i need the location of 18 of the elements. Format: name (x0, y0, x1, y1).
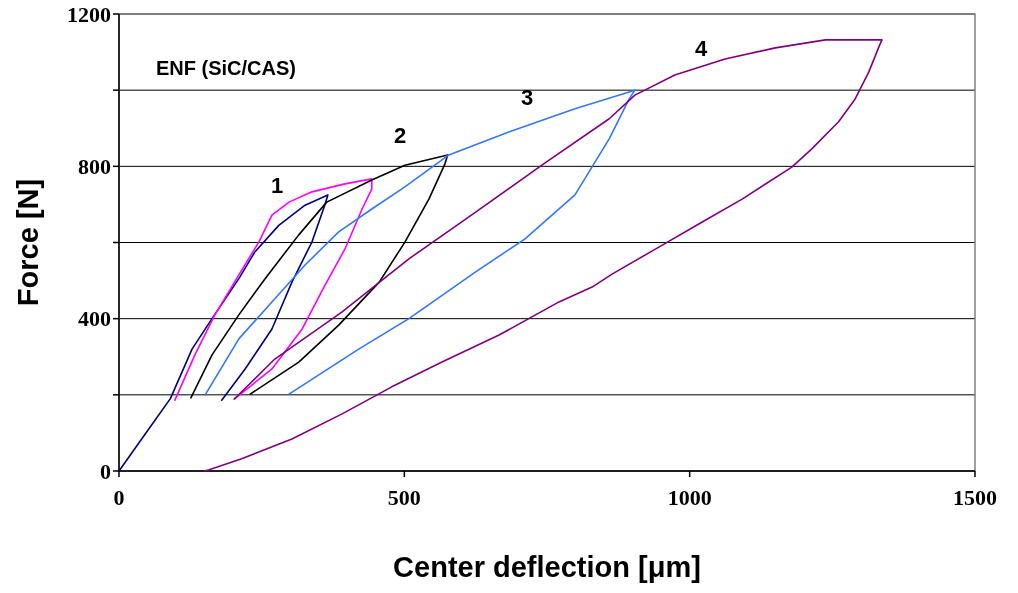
y-tick-label: 1200 (67, 1, 111, 27)
annotation: 3 (520, 84, 534, 110)
x-tick-label: 500 (387, 485, 421, 510)
y-axis-title: Force [N] (12, 178, 44, 307)
line-series (174, 178, 373, 401)
y-tick-label: 400 (78, 306, 111, 332)
annotation: 4 (694, 35, 708, 61)
annotation: ENF (SiC/CAS) (156, 57, 296, 79)
line-series (118, 194, 329, 472)
x-tick-label: 1000 (667, 485, 712, 510)
annotation: 2 (393, 122, 407, 148)
y-tick-label: 800 (78, 154, 111, 180)
x-axis-title: Center deflection [μm] (393, 551, 701, 583)
line-series (203, 39, 883, 472)
line-series (204, 89, 636, 396)
x-tick-label: 1500 (953, 485, 997, 510)
annotation: 1 (270, 172, 284, 198)
y-tick-label: 0 (100, 458, 111, 484)
